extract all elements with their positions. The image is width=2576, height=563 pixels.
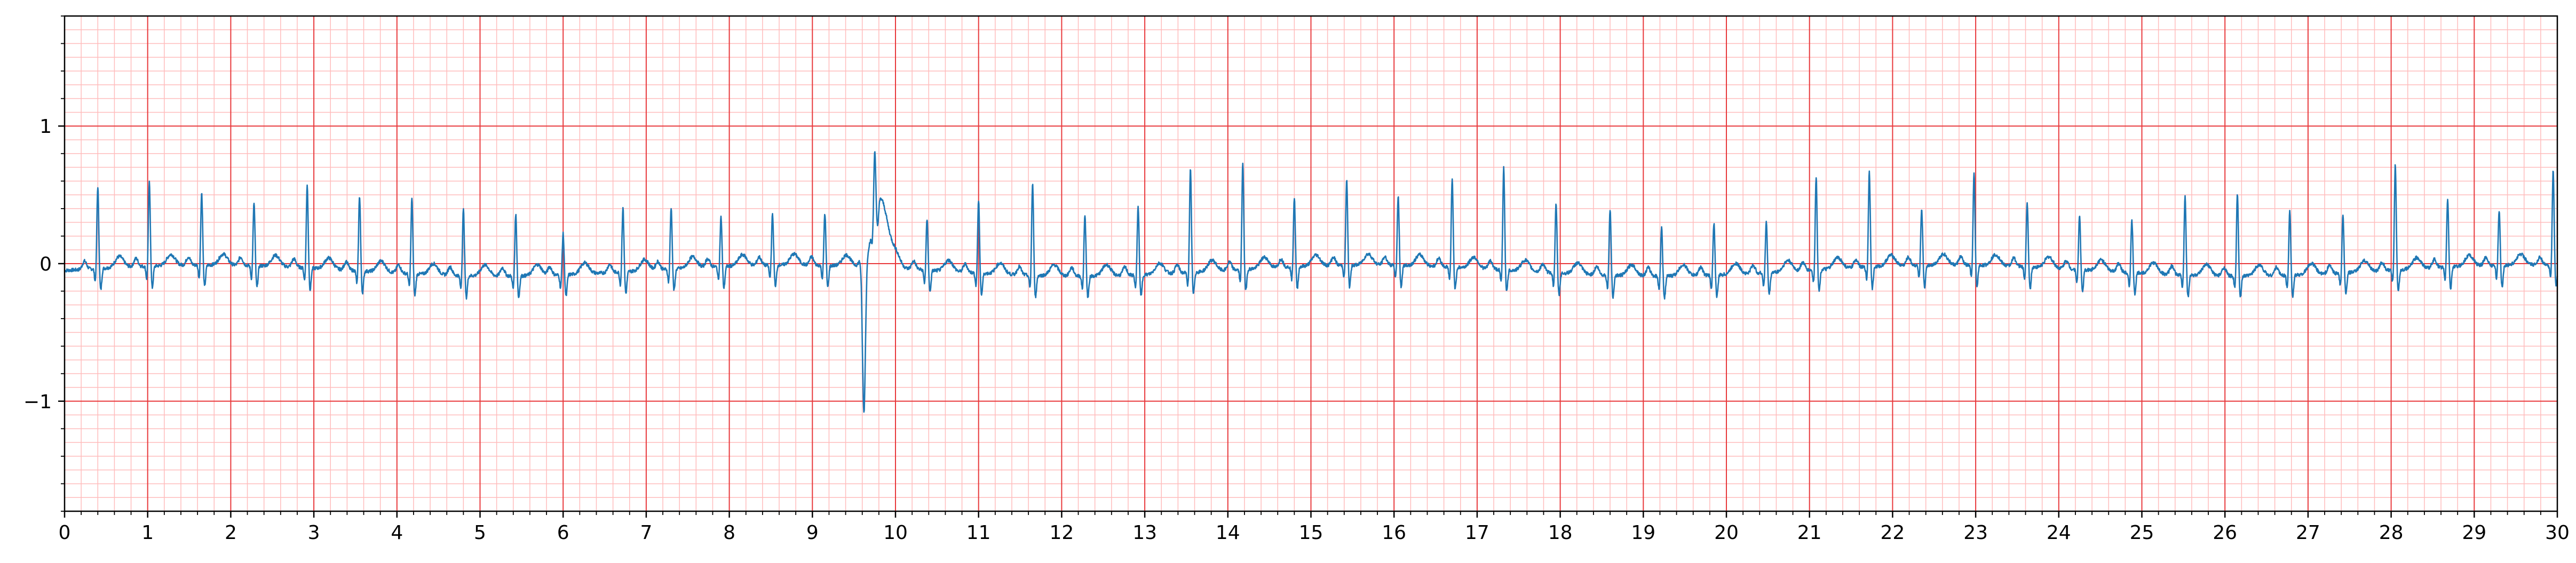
x-tick-label: 21 xyxy=(1797,522,1822,544)
x-tick-label: 22 xyxy=(1880,522,1905,544)
x-tick-label: 17 xyxy=(1465,522,1489,544)
x-tick-label: 28 xyxy=(2379,522,2404,544)
axis-ticks xyxy=(58,15,2558,518)
x-tick-label: 23 xyxy=(1963,522,1988,544)
x-tick-label: 30 xyxy=(2545,522,2570,544)
ecg-signal xyxy=(64,151,2558,413)
ecg-trace-line xyxy=(64,151,2558,413)
x-tick-label: 2 xyxy=(225,522,237,544)
x-tick-label: 24 xyxy=(2047,522,2071,544)
x-tick-label: 3 xyxy=(308,522,320,544)
y-tick-label: −1 xyxy=(23,391,52,413)
y-axis-tick-labels: −1 0 1 xyxy=(23,116,52,413)
x-tick-label: 19 xyxy=(1631,522,1655,544)
x-tick-label: 20 xyxy=(1714,522,1739,544)
x-tick-label: 14 xyxy=(1216,522,1240,544)
x-tick-label: 5 xyxy=(474,522,486,544)
x-tick-label: 15 xyxy=(1299,522,1323,544)
x-tick-label: 12 xyxy=(1049,522,1074,544)
x-tick-label: 27 xyxy=(2296,522,2320,544)
x-tick-label: 7 xyxy=(640,522,652,544)
x-axis-tick-labels: 0 1 2 3 4 5 6 7 8 9 10 11 12 13 14 15 16 17 18 19 20 21 22 23 24… xyxy=(59,522,2570,544)
x-tick-label: 11 xyxy=(966,522,991,544)
x-tick-label: 6 xyxy=(557,522,569,544)
x-tick-label: 16 xyxy=(1382,522,1406,544)
x-tick-label: 9 xyxy=(806,522,819,544)
x-tick-label: 8 xyxy=(723,522,735,544)
x-tick-label: 25 xyxy=(2130,522,2154,544)
y-tick-label: 0 xyxy=(39,253,52,275)
x-tick-label: 0 xyxy=(59,522,71,544)
x-tick-label: 18 xyxy=(1548,522,1573,544)
x-tick-label: 26 xyxy=(2213,522,2237,544)
x-tick-label: 10 xyxy=(883,522,908,544)
x-tick-label: 29 xyxy=(2462,522,2486,544)
x-tick-label: 4 xyxy=(391,522,403,544)
x-tick-label: 1 xyxy=(141,522,154,544)
x-tick-label: 13 xyxy=(1132,522,1157,544)
y-tick-label: 1 xyxy=(39,116,52,138)
